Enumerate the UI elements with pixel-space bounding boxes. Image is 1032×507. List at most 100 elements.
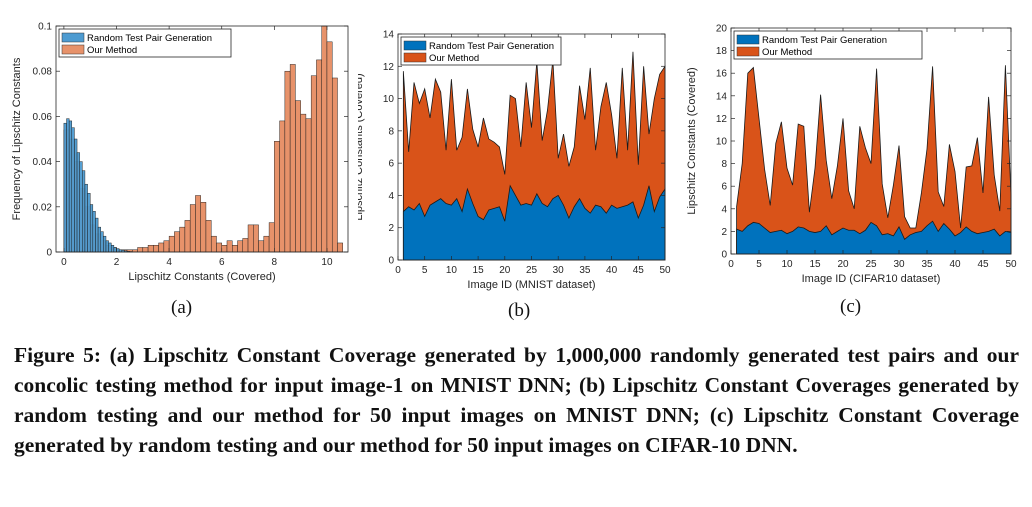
hist-bar-ours [268,222,275,253]
x-tick-label: 0 [728,259,734,270]
hist-bar-random [116,248,120,253]
y-tick-label: 0 [721,250,727,261]
hist-bar-ours [168,235,175,253]
x-tick-label: 45 [633,265,645,276]
hist-bar-ours [310,75,317,253]
legend-label: Our Method [87,45,137,56]
chart-c: 0 5 10 15 20 25 30 35 40 45 50 0 2 4 6 8 10 12 14 16 18 20 Ima… [686,24,1017,286]
x-tick-label: 15 [473,265,485,276]
x-tick-label: 8 [272,257,278,268]
hist-bar-ours [210,235,217,253]
hist-bar-ours [295,100,301,253]
x-tick-label: 0 [61,257,67,268]
hist-bar-ours [147,244,154,253]
y-tick-label: 0 [46,248,52,259]
y-tick-label: 12 [716,114,728,125]
y-tick-label: 2 [388,223,394,234]
chart-b: 0 5 10 15 20 25 30 35 40 45 50 0 2 4 6 8 10 12 14 Image ID … [358,30,671,292]
legend-label: Random Test Pair Generation [429,41,554,52]
hist-bar-ours [189,204,196,253]
y-tick-label: 0.1 [38,22,52,33]
hist-bar-random [97,226,101,253]
y-axis-label: Lipschitz Constants (Covered) [358,73,365,220]
legend-swatch [736,46,760,57]
hist-bar-random [105,240,109,253]
y-tick-label: 4 [388,191,394,202]
hist-bar-random [95,217,99,253]
y-tick-label: 2 [721,227,727,238]
y-tick-label: 0.06 [33,112,53,123]
x-tick-label: 10 [321,257,333,268]
legend-swatch [61,44,85,55]
hist-bar-random [74,138,78,253]
panel-label-a: (a) [171,297,193,318]
y-tick-label: 16 [716,69,728,80]
hist-bar-ours [137,247,144,253]
y-tick-label: 6 [388,159,394,170]
hist-bar-ours [316,59,322,253]
y-tick-label: 4 [721,204,727,215]
y-tick-label: 20 [716,24,728,35]
hist-bar-random [87,193,91,253]
x-axis-label: Image ID (CIFAR10 dataset) [802,273,941,285]
legend-box [58,28,232,58]
hist-bar-random [108,242,112,253]
panel-label-b: (b) [508,300,531,321]
area-series-random [736,220,1012,255]
x-tick-label: 5 [422,265,428,276]
x-tick-label: 35 [579,265,591,276]
x-axis-label: Image ID (MNIST dataset) [467,279,595,291]
legend-swatch [403,52,427,63]
y-tick-label: 0.04 [33,157,53,168]
hist-bar-ours [237,240,243,253]
hist-bar-random [76,152,80,253]
hist-bar-ours [263,235,270,253]
hist-bar-random [84,183,88,253]
x-tick-label: 25 [865,259,877,270]
x-tick-label: 5 [756,259,762,270]
x-tick-label: 25 [526,265,538,276]
y-tick-label: 0.02 [33,202,53,213]
hist-bar-ours [184,220,191,253]
x-tick-label: 2 [114,257,120,268]
hist-bar-ours [253,224,259,253]
x-tick-label: 4 [166,257,172,268]
y-tick-label: 8 [388,126,394,137]
hist-bar-ours [195,195,201,253]
hist-bar-ours [247,224,254,253]
hist-bar-random [113,247,117,253]
legend-swatch [736,34,760,45]
x-tick-label: 45 [977,259,989,270]
hist-bar-random [111,244,115,253]
hist-bar-random [68,120,73,253]
legend-swatch [403,40,427,51]
hist-bar-random [100,231,104,253]
x-tick-label: 10 [781,259,793,270]
y-tick-label: 6 [721,182,727,193]
x-tick-label: 0 [395,265,401,276]
hist-bar-ours [200,202,207,253]
area-series-random [402,184,666,261]
hist-bar-random [89,204,94,253]
hist-bar-ours [205,220,212,253]
x-axis-label: Lipschitz Constants (Covered) [128,271,275,283]
hist-bar-random [71,127,75,253]
x-tick-label: 30 [553,265,565,276]
hist-bar-ours [216,242,222,253]
y-tick-label: 0 [388,256,394,267]
legend-swatch [61,32,85,43]
hist-bar-ours [337,242,343,253]
y-tick-label: 14 [716,91,728,102]
area-series-ours [736,65,1012,255]
hist-bar-ours [242,238,249,253]
x-tick-label: 20 [837,259,849,270]
hist-bar-ours [232,244,238,253]
chart-a: 0 2 4 6 8 10 0 0.02 0.04 0.06 0.08 0.1 Lipschitz Con… [11,22,349,283]
hist-bar-ours [284,70,291,253]
hist-bar-random [79,161,83,253]
y-tick-label: 12 [383,62,395,73]
hist-bar-ours [226,240,233,253]
hist-bar-random [66,118,70,253]
y-tick-label: 0.08 [33,67,53,78]
